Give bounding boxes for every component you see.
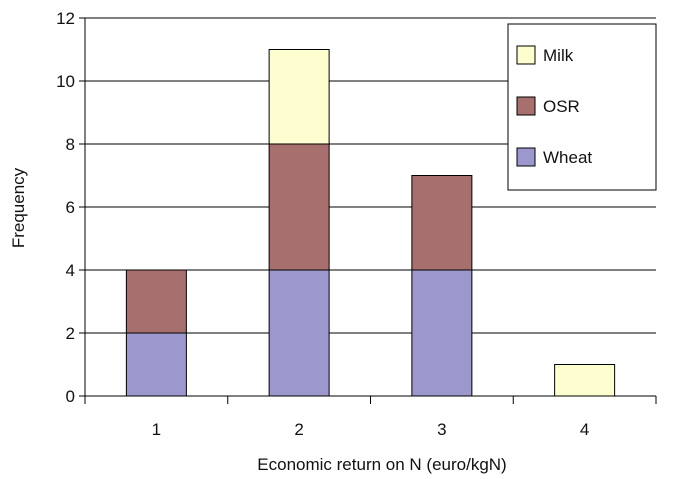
y-tick-label: 2 <box>66 324 75 343</box>
legend-label-milk: Milk <box>543 46 574 65</box>
legend-swatch-wheat <box>517 148 535 166</box>
y-tick-label: 0 <box>66 387 75 406</box>
y-tick-label: 10 <box>56 72 75 91</box>
x-tick-labels: 1 2 3 4 <box>85 396 656 439</box>
bar-osr-cat-1 <box>126 270 186 333</box>
bar-wheat-cat-3 <box>412 270 472 396</box>
legend-label-osr: OSR <box>543 97 580 116</box>
y-tick-label: 8 <box>66 135 75 154</box>
legend-swatch-milk <box>517 46 535 64</box>
x-tick-label: 4 <box>580 420 589 439</box>
bar-osr-cat-3 <box>412 176 472 271</box>
bar-wheat-cat-2 <box>269 270 329 396</box>
bar-milk-cat-4 <box>555 365 615 397</box>
y-tick-labels: 0 2 4 6 8 10 12 <box>56 9 85 406</box>
x-tick-label: 3 <box>437 420 446 439</box>
y-tick-label: 6 <box>66 198 75 217</box>
bar-osr-cat-2 <box>269 144 329 270</box>
y-axis-label: Frequency <box>9 167 28 248</box>
legend: Milk OSR Wheat <box>508 24 656 190</box>
x-tick-label: 2 <box>294 420 303 439</box>
bar-milk-cat-2 <box>269 50 329 145</box>
y-tick-label: 4 <box>66 261 75 280</box>
legend-label-wheat: Wheat <box>543 148 592 167</box>
legend-swatch-osr <box>517 97 535 115</box>
y-tick-label: 12 <box>56 9 75 28</box>
bar-wheat-cat-1 <box>126 333 186 396</box>
x-tick-label: 1 <box>152 420 161 439</box>
x-axis-label: Economic return on N (euro/kgN) <box>257 455 506 474</box>
